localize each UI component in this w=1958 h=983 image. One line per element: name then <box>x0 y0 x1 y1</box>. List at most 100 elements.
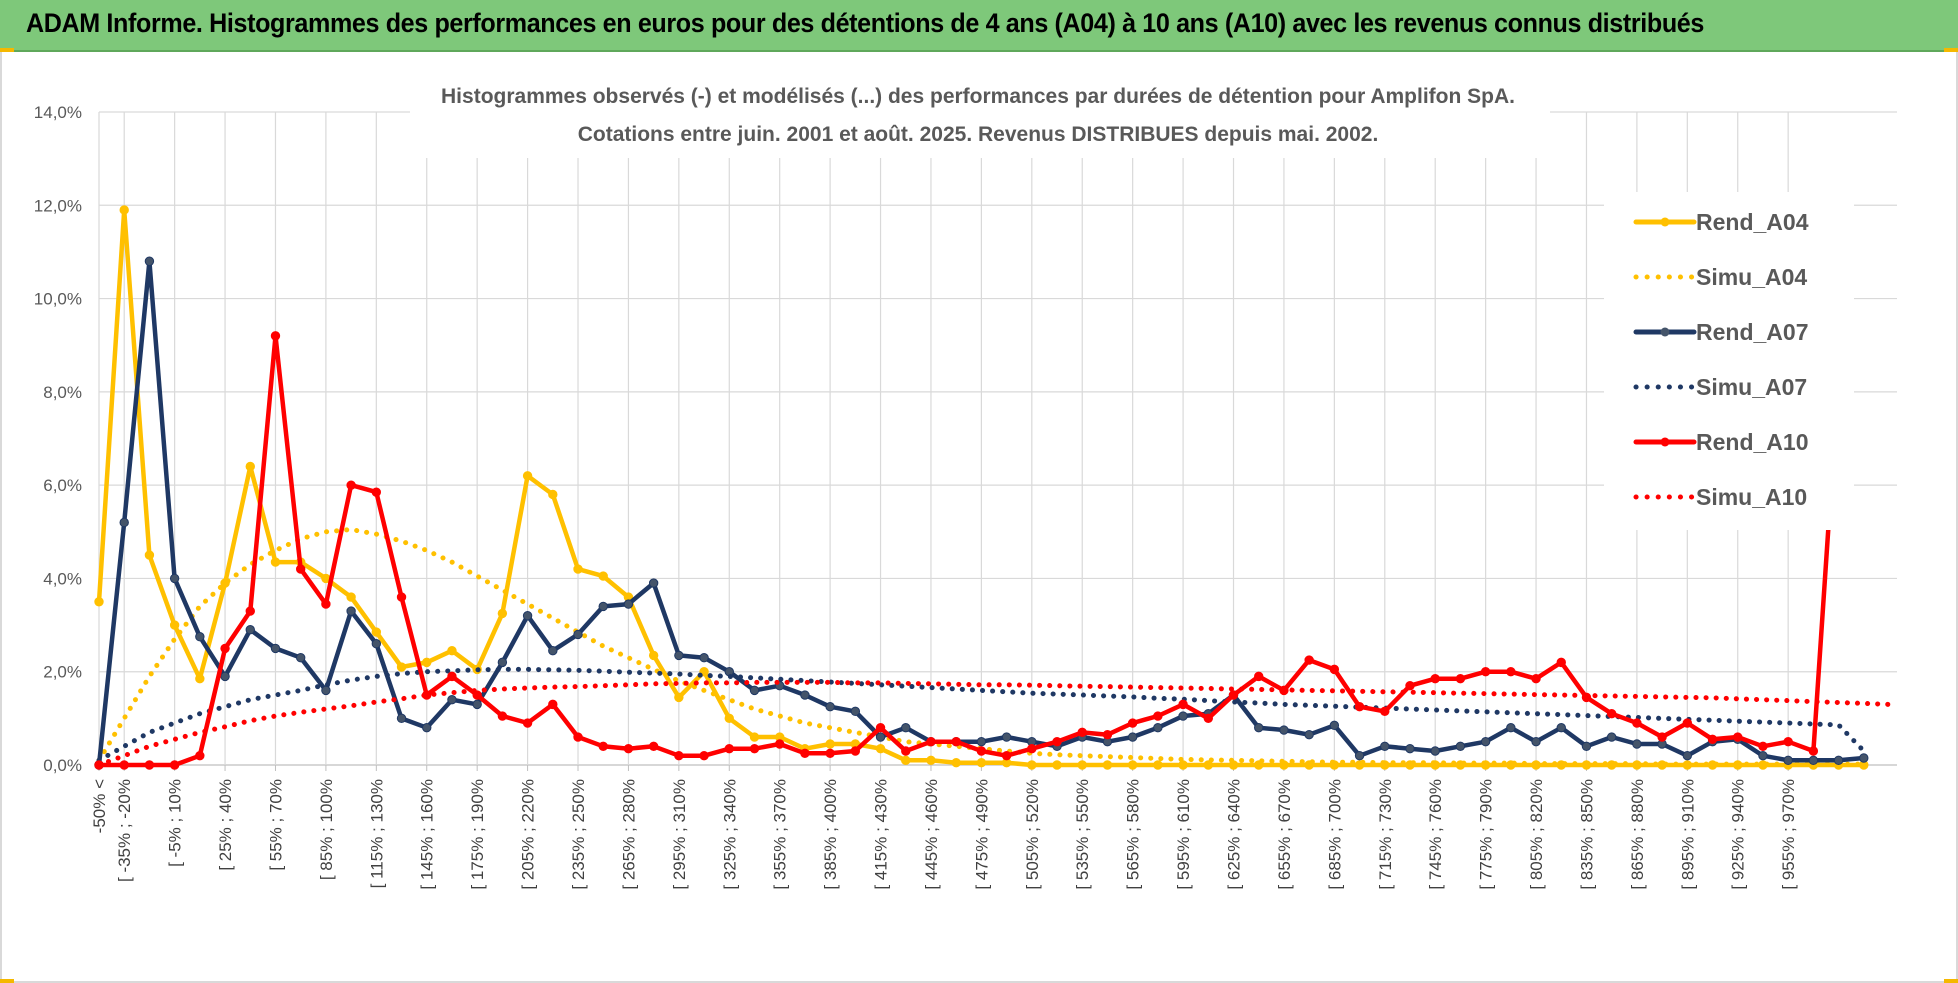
y-tick-label: 6,0% <box>43 476 82 495</box>
data-point-rend_a10 <box>295 564 306 574</box>
data-point-rend_a04 <box>270 557 281 567</box>
data-point-rend_a04 <box>875 743 886 754</box>
data-point-rend_a10 <box>573 732 583 742</box>
data-point-rend_a10 <box>749 743 760 754</box>
data-point-rend_a07 <box>1354 750 1365 761</box>
data-point-rend_a04 <box>169 620 180 630</box>
data-point-rend_a04 <box>901 755 911 766</box>
corner-mark <box>0 48 14 52</box>
data-point-rend_a10 <box>623 743 634 754</box>
data-point-rend_a07 <box>1430 746 1440 756</box>
data-point-rend_a04 <box>396 662 407 672</box>
data-point-rend_a07 <box>1632 739 1642 749</box>
series-line-rend_a10 <box>96 333 1841 768</box>
data-point-rend_a07 <box>119 517 129 528</box>
data-point-rend_a07 <box>422 722 432 733</box>
data-point-rend_a10 <box>1178 699 1188 710</box>
x-tick-label: [ 775% ; 790% <box>1477 779 1496 890</box>
data-point-rend_a04 <box>119 205 129 215</box>
data-point-rend_a04 <box>447 646 457 656</box>
data-point-rend_a07 <box>1682 750 1693 761</box>
data-point-rend_a10 <box>169 760 180 770</box>
x-tick-label: [ 235% ; 250% <box>569 779 588 890</box>
data-point-rend_a10 <box>1027 743 1037 754</box>
data-point-rend_a04 <box>976 757 987 768</box>
data-point-rend_a07 <box>447 695 457 705</box>
data-point-rend_a07 <box>1531 736 1541 747</box>
x-tick-label: [ 475% ; 490% <box>972 779 991 890</box>
data-point-rend_a10 <box>1733 732 1743 742</box>
data-point-rend_a07 <box>1127 732 1138 742</box>
data-point-rend_a07 <box>1304 729 1314 740</box>
data-point-rend_a10 <box>144 760 155 770</box>
data-point-rend_a10 <box>220 643 230 654</box>
data-point-rend_a10 <box>1102 729 1113 740</box>
y-tick-label: 12,0% <box>34 196 82 215</box>
data-point-rend_a04 <box>648 650 659 661</box>
data-point-rend_a10 <box>1052 736 1062 747</box>
data-point-rend_a04 <box>144 550 155 560</box>
data-point-rend_a10 <box>522 718 533 728</box>
x-tick-label: [ 145% ; 160% <box>418 779 437 890</box>
data-point-rend_a10 <box>825 748 835 759</box>
data-point-rend_a04 <box>951 757 961 768</box>
x-tick-label: [ 535% ; 550% <box>1073 779 1092 890</box>
data-point-rend_a07 <box>1480 736 1491 747</box>
data-point-rend_a07 <box>699 653 709 663</box>
x-tick-label: [ 445% ; 460% <box>922 779 941 890</box>
x-tick-label: [ 805% ; 820% <box>1527 779 1546 890</box>
data-point-rend_a10 <box>1127 718 1138 728</box>
data-point-rend_a04 <box>724 713 734 724</box>
x-tick-label: [ 55% ; 70% <box>266 779 285 871</box>
data-point-rend_a04 <box>1203 760 1213 770</box>
data-point-rend_a07 <box>623 599 634 609</box>
chart-legend: Rend_A04 Simu_A04 Rend_A07 Simu_A07 Rend_A10… <box>1633 209 1809 510</box>
data-point-rend_a07 <box>1455 741 1466 752</box>
y-tick-label: 2,0% <box>43 663 82 682</box>
data-point-rend_a10 <box>800 748 810 759</box>
data-point-rend_a10 <box>346 480 356 490</box>
data-point-rend_a07 <box>270 643 281 654</box>
x-tick-label: [ 715% ; 730% <box>1376 779 1395 890</box>
x-tick-label: -50% < <box>90 779 109 833</box>
data-point-rend_a04 <box>749 732 760 742</box>
data-point-rend_a04 <box>1077 760 1087 770</box>
x-tick-label: [ 565% ; 580% <box>1124 779 1143 890</box>
x-tick-label: [ 385% ; 400% <box>821 779 840 890</box>
data-point-rend_a07 <box>1329 720 1340 731</box>
data-point-rend_a07 <box>875 732 886 742</box>
data-point-rend_a07 <box>346 606 356 616</box>
data-point-rend_a10 <box>396 592 407 602</box>
data-point-rend_a07 <box>976 736 987 747</box>
data-point-rend_a10 <box>674 750 684 761</box>
data-point-rend_a07 <box>245 625 255 635</box>
data-point-rend_a07 <box>1606 732 1617 742</box>
data-point-rend_a10 <box>1758 741 1768 752</box>
x-tick-label: [ 595% ; 610% <box>1174 779 1193 890</box>
data-point-rend_a10 <box>1380 706 1390 717</box>
data-point-rend_a04 <box>1102 760 1113 770</box>
data-point-rend_a07 <box>674 650 684 661</box>
data-point-rend_a10 <box>1657 732 1667 742</box>
data-point-rend_a10 <box>497 711 508 721</box>
legend-label: Rend_A07 <box>1696 319 1808 345</box>
legend-marker <box>1660 327 1670 337</box>
x-tick-label: [ 295% ; 310% <box>670 779 689 890</box>
data-point-rend_a07 <box>1254 722 1264 733</box>
data-point-rend_a07 <box>321 685 331 696</box>
corner-mark <box>1944 979 1958 983</box>
data-point-rend_a10 <box>1153 711 1163 721</box>
x-tick-label: [ 415% ; 430% <box>872 779 891 890</box>
legend-label: Simu_A04 <box>1696 264 1807 290</box>
data-point-rend_a10 <box>926 736 936 747</box>
x-tick-label: [ 25% ; 40% <box>216 779 235 871</box>
data-point-rend_a10 <box>775 739 785 749</box>
data-point-rend_a07 <box>1556 722 1566 733</box>
data-point-rend_a04 <box>1027 760 1037 770</box>
data-point-rend_a10 <box>1354 701 1365 712</box>
corner-mark <box>1944 48 1958 52</box>
page-title: ADAM Informe. Histogrammes des performan… <box>26 8 1704 38</box>
data-point-rend_a10 <box>1228 690 1239 700</box>
y-tick-label: 10,0% <box>34 290 82 309</box>
